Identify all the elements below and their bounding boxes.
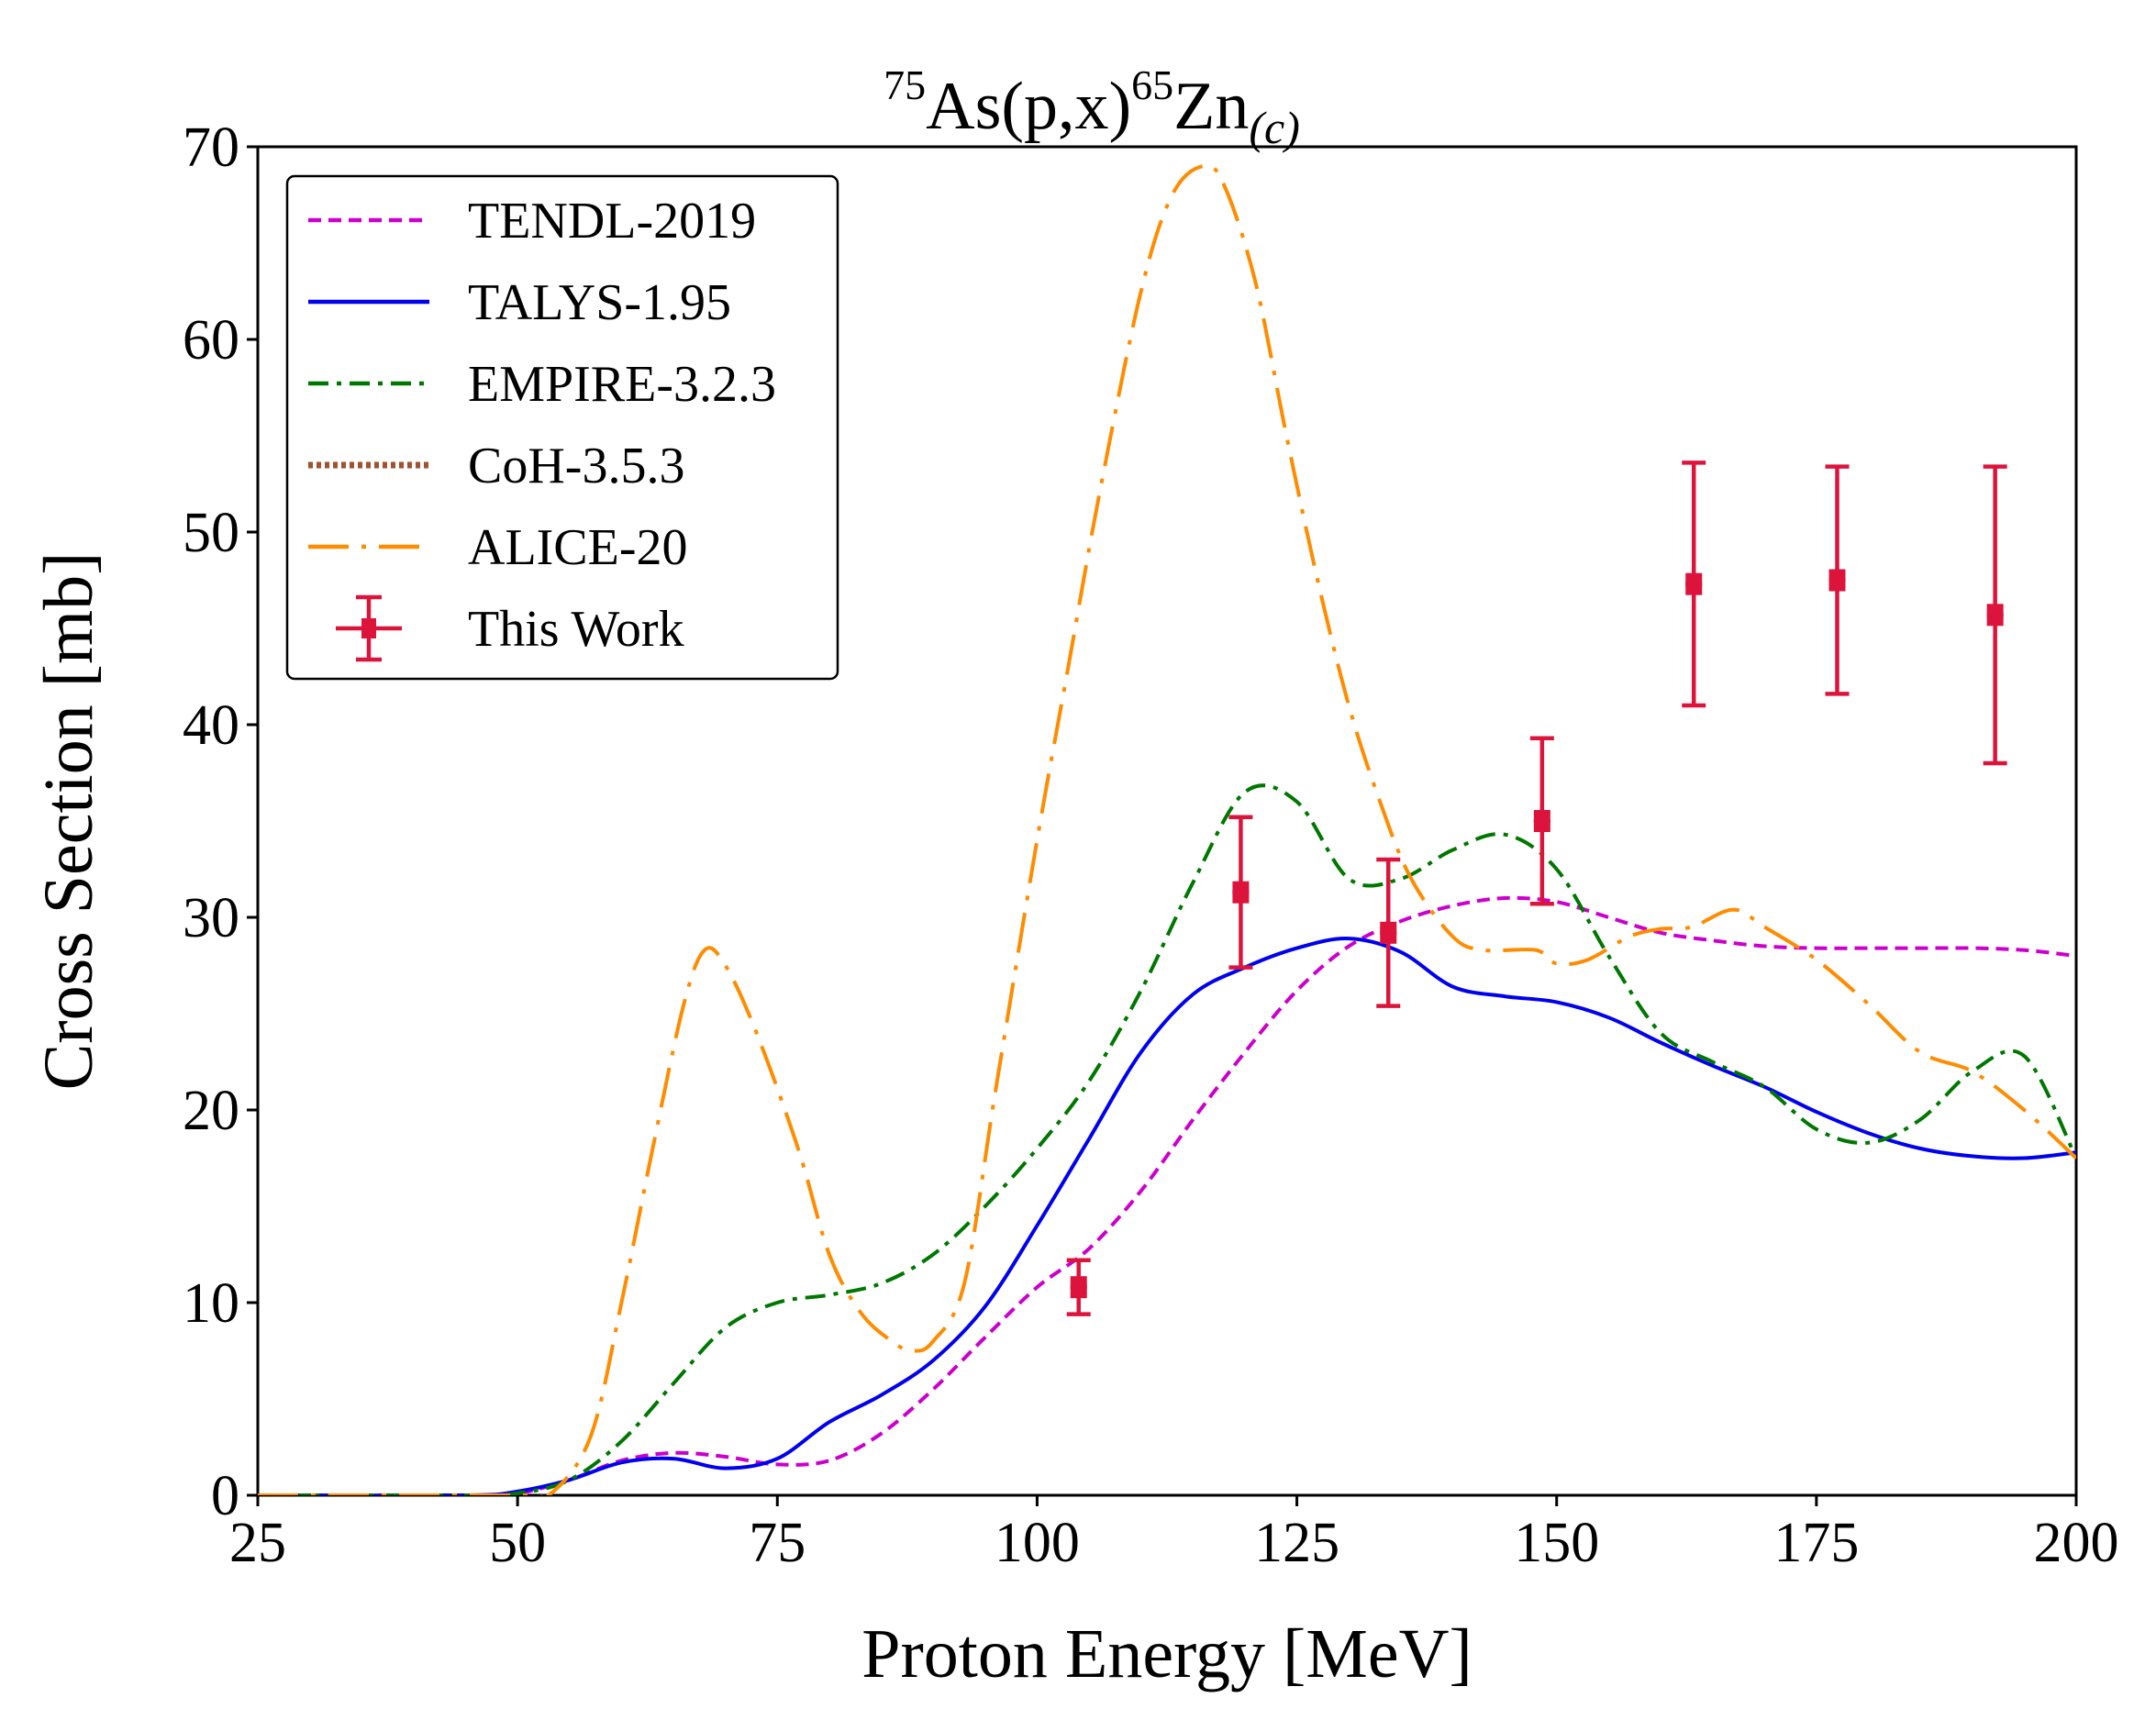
x-axis-ticks: 25 50 75 100 125 150 175 200 [229,1495,2119,1574]
measurement-point-6 [1825,464,1850,696]
legend-label: ALICE-20 [468,519,688,576]
legend-item-empire-3-2-3: EMPIRE-3.2.3 [308,356,776,413]
x-tick-label: 200 [2034,1512,2119,1574]
y-tick-label: 70 [183,117,239,179]
x-tick-label: 175 [1773,1512,1859,1574]
series-line-talys-1-95 [258,937,2076,1495]
legend-item-tendl-2019: TENDL-2019 [308,193,756,250]
x-axis-label: Proton Energy [MeV] [861,1615,1473,1692]
series-line-alice-20 [258,163,2076,1495]
series-line-tendl-2019 [258,895,2076,1495]
y-tick-label: 20 [183,1080,239,1142]
legend: TENDL-2019 TALYS-1.95 EMPIRE-3.2.3 CoH-3.5.… [285,174,839,681]
measurement-marker [1533,810,1550,832]
legend-item-alice-20: ALICE-20 [308,519,688,576]
y-axis-ticks: 0 10 20 30 40 50 60 70 [183,117,258,1527]
legend-item-coh-3-5-3: CoH-3.5.3 [308,438,684,494]
measurement-point-7 [1983,464,2007,766]
measurement-point-1 [1066,1258,1091,1316]
x-tick-label: 100 [995,1512,1080,1574]
measurement-marker [1685,572,1703,595]
title-main-as: As(p,x) [926,69,1131,144]
y-tick-label: 50 [183,502,239,564]
legend-item-talys-1-95: TALYS-1.95 [308,274,731,331]
measurement-point-5 [1682,461,1706,708]
y-tick-label: 60 [183,309,239,372]
legend-label: This Work [468,601,684,658]
legend-label: TENDL-2019 [468,193,756,250]
measurement-marker [1070,1276,1087,1299]
y-tick-label: 0 [211,1465,239,1527]
series-line-empire-3-2-3 [258,783,2076,1495]
plot-area-frame [256,145,2078,1497]
measurement-point-3 [1376,857,1401,1008]
x-tick-label: 50 [489,1512,546,1574]
measurement-marker [1986,604,2004,627]
legend-item-this-work: This Work [336,594,684,662]
y-tick-label: 10 [183,1272,239,1335]
measurement-marker [1828,569,1846,592]
y-axis-label: Cross Section [mb] [30,552,107,1091]
measurement-point-2 [1228,815,1253,970]
measurement-marker [1232,881,1250,904]
title-subscript-c: (c) [1249,102,1300,153]
legend-label: TALYS-1.95 [468,274,731,331]
legend-label: EMPIRE-3.2.3 [468,356,776,413]
title-superscript-75: 75 [884,61,926,108]
measurement-points-group [1066,461,2007,1316]
chart-title: 75As(p,x)65Zn(c) [884,61,1300,153]
title-superscript-65: 65 [1131,61,1173,108]
series-group [258,163,2076,1495]
x-tick-label: 75 [749,1512,806,1574]
y-tick-label: 40 [183,694,239,757]
x-tick-label: 125 [1254,1512,1339,1574]
legend-label: CoH-3.5.3 [468,438,684,494]
measurement-marker [1380,921,1397,944]
title-main-zn: Zn [1173,69,1249,144]
legend-swatch-marker [361,618,376,638]
x-tick-label: 25 [229,1512,286,1574]
measurement-point-4 [1529,736,1554,906]
x-tick-label: 150 [1514,1512,1599,1574]
y-tick-label: 30 [183,887,239,949]
